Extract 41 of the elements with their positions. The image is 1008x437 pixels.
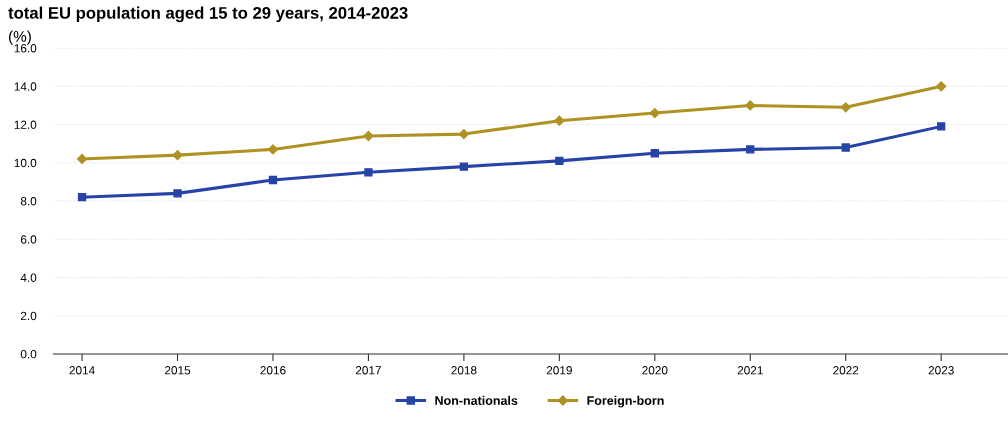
y-tick-label: 4.0 <box>20 273 37 282</box>
x-tick-label: 2020 <box>642 366 668 375</box>
y-tick-label: 12.0 <box>14 120 37 129</box>
point <box>649 107 660 119</box>
point <box>841 143 850 152</box>
y-tick-label: 10.0 <box>14 158 37 168</box>
y-tick-label: 14.0 <box>14 82 37 91</box>
point <box>936 81 947 92</box>
y-tick-label: 6.0 <box>20 235 37 244</box>
legend-label: Non-nationals <box>435 395 518 405</box>
point <box>650 149 659 158</box>
chart-title: total EU population aged 15 to 29 years, 2014-2023 <box>8 6 408 23</box>
x-tick-label: 2014 <box>69 366 95 375</box>
x-tick-label: 2019 <box>546 366 572 375</box>
point <box>76 153 88 165</box>
point <box>268 175 278 185</box>
point <box>364 168 373 177</box>
x-tick-label: 2018 <box>451 366 477 375</box>
y-tick-label: 2.0 <box>20 311 37 321</box>
point <box>173 189 182 198</box>
x-tick-label: 2022 <box>833 366 859 375</box>
x-tick-label: 2016 <box>260 366 286 375</box>
point <box>554 115 565 126</box>
point <box>459 162 469 171</box>
x-tick-label: 2017 <box>355 366 381 375</box>
x-tick-label: 2015 <box>164 366 191 375</box>
point <box>77 193 87 202</box>
legend-label: Foreign-born <box>587 395 664 408</box>
point <box>840 102 851 113</box>
chart-subtitle: (%) <box>9 30 31 45</box>
y-tick-label: 8.0 <box>20 197 37 206</box>
x-tick-label: 2021 <box>737 366 763 375</box>
point <box>745 100 756 111</box>
y-tick-label: 0.0 <box>20 350 37 359</box>
point <box>458 128 470 140</box>
point <box>172 150 183 161</box>
point <box>937 122 946 131</box>
x-tick-label: 2023 <box>928 366 954 375</box>
y-tick-label: 16.0 <box>14 44 37 53</box>
point <box>746 145 755 154</box>
point <box>555 156 564 166</box>
